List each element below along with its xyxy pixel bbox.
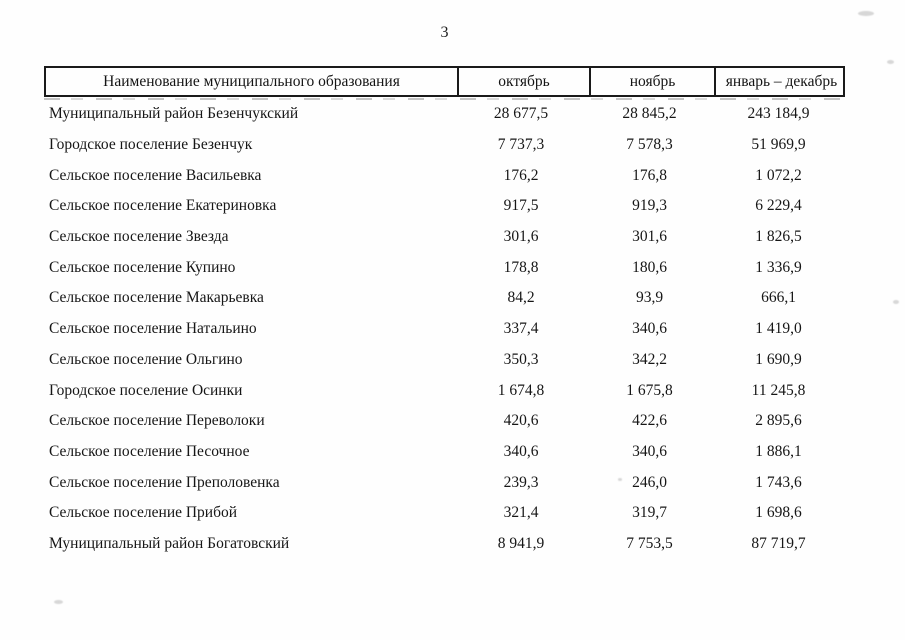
table-row: Сельское поселение Переволоки 420,6 422,6 2… (44, 406, 845, 437)
cell-october-value: 7 737,3 (497, 136, 545, 154)
cell-municipality-name: Муниципальный район Безенчукский (49, 105, 299, 123)
cell-november-value: 340,6 (632, 320, 667, 338)
cell-november-value: 180,6 (632, 258, 667, 276)
table-row: Сельское поселение Ольгино 350,3 342,2 1 69… (44, 345, 845, 376)
header-cell-january-december: январь – декабрь (714, 68, 847, 95)
cell-january-december-value: 2 895,6 (755, 412, 802, 430)
cell-november-value: 340,6 (632, 442, 667, 460)
page-number: 3 (440, 24, 449, 41)
cell-january-december-value: 666,1 (761, 289, 796, 307)
cell-january-december-value: 1 072,2 (755, 166, 802, 184)
cell-october-value: 917,5 (503, 197, 539, 215)
cell-november-value: 319,7 (632, 504, 667, 522)
cell-november-value: 7 753,5 (626, 534, 673, 552)
table-row: Сельское поселение Песочное 340,6 340,6 1 8… (44, 437, 845, 468)
cell-october-value: 1 674,8 (497, 381, 545, 399)
cell-october-value: 239,3 (503, 473, 539, 491)
header-cell-october: октябрь (457, 68, 589, 95)
cell-january-december-value: 1 336,9 (755, 258, 802, 276)
cell-january-december-value: 1 419,0 (755, 320, 802, 338)
scan-speck (858, 11, 874, 16)
cell-november-value: 422,6 (632, 412, 667, 430)
table-header-row: Наименование муниципального образования … (44, 66, 845, 97)
cell-january-december-value: 11 245,8 (751, 381, 806, 399)
cell-january-december-value: 243 184,9 (747, 105, 810, 123)
cell-november-value: 1 675,8 (626, 381, 673, 399)
header-cell-november: ноябрь (589, 68, 714, 95)
cell-january-december-value: 1 886,1 (755, 442, 802, 460)
scan-speck (893, 300, 899, 304)
cell-november-value: 7 578,3 (626, 136, 673, 154)
cell-municipality-name: Городское поселение Безенчук (49, 136, 253, 154)
cell-municipality-name: Сельское поселение Звезда (49, 228, 229, 246)
cell-october-value: 84,2 (507, 289, 535, 307)
cell-municipality-name: Городское поселение Осинки (49, 381, 243, 399)
cell-municipality-name: Сельское поселение Натальино (49, 320, 257, 338)
table-row: Муниципальный район Безенчукский 28 677,5… (44, 99, 845, 130)
cell-january-december-value: 1 698,6 (755, 504, 802, 522)
cell-november-value: 93,9 (635, 289, 664, 307)
cell-october-value: 321,4 (503, 504, 539, 522)
cell-november-value: 176,8 (632, 166, 667, 184)
cell-january-december-value: 1 743,6 (755, 473, 802, 491)
cell-municipality-name: Сельское поселение Екатериновка (49, 197, 277, 215)
cell-municipality-name: Сельское поселение Прибой (49, 504, 238, 522)
cell-october-value: 350,3 (503, 350, 539, 368)
cell-october-value: 8 941,9 (497, 534, 545, 552)
header-cell-name: Наименование муниципального образования (103, 72, 400, 90)
cell-municipality-name: Сельское поселение Переволоки (49, 412, 265, 430)
cell-municipality-name: Сельское поселение Песочное (49, 442, 250, 460)
table-row: Сельское поселение Звезда 301,6 301,6 1 826… (44, 222, 845, 253)
table-row: Сельское поселение Васильевка 176,2 176,8 1… (44, 160, 845, 191)
cell-october-value: 337,4 (503, 320, 539, 338)
cell-november-value: 342,2 (632, 350, 667, 368)
table-row: Сельское поселение Екатериновка 917,5 919,… (44, 191, 845, 222)
cell-january-december-value: 87 719,7 (751, 534, 806, 552)
table-row: Сельское поселение Натальино 337,4 340,6 1 … (44, 314, 845, 345)
scan-speck (887, 60, 894, 64)
data-table: Наименование муниципального образования … (44, 66, 845, 559)
cell-january-december-value: 1 826,5 (755, 228, 802, 246)
cell-municipality-name: Сельское поселение Купино (49, 258, 236, 276)
cell-municipality-name: Сельское поселение Макарьевка (49, 289, 264, 307)
cell-october-value: 420,6 (503, 412, 539, 430)
cell-municipality-name: Муниципальный район Богатовский (49, 534, 290, 552)
cell-january-december-value: 1 690,9 (755, 350, 802, 368)
cell-municipality-name: Сельское поселение Преполовенка (49, 473, 280, 491)
cell-october-value: 340,6 (503, 442, 539, 460)
cell-january-december-value: 51 969,9 (751, 136, 806, 154)
cell-october-value: 178,8 (503, 258, 539, 276)
cell-november-value: 301,6 (632, 228, 667, 246)
table-row: Сельское поселение Макарьевка 84,2 93,9 666… (44, 283, 845, 314)
table-row: Городское поселение Безенчук 7 737,3 7 578… (44, 130, 845, 161)
cell-municipality-name: Сельское поселение Васильевка (49, 166, 262, 184)
cell-municipality-name: Сельское поселение Ольгино (49, 350, 243, 368)
scan-speck (54, 600, 63, 604)
table-row: Городское поселение Осинки 1 674,8 1 675,8… (44, 375, 845, 406)
table-row: Сельское поселение Прибой 321,4 319,7 1 698… (44, 498, 845, 529)
table-row: Сельское поселение Купино 178,8 180,6 1 336… (44, 252, 845, 283)
table-row: Муниципальный район Богатовский 8 941,9 7 … (44, 529, 845, 560)
cell-october-value: 28 677,5 (493, 105, 549, 123)
cell-january-december-value: 6 229,4 (755, 197, 802, 215)
table-body: Муниципальный район Безенчукский 28 677,5… (44, 99, 845, 559)
cell-october-value: 301,6 (503, 228, 539, 246)
cell-october-value: 176,2 (503, 166, 539, 184)
cell-november-value: 28 845,2 (622, 105, 677, 123)
cell-november-value: 919,3 (632, 197, 667, 215)
table-row: Сельское поселение Преполовенка 239,3 246,… (44, 467, 845, 498)
cell-november-value: 246,0 (632, 473, 667, 491)
